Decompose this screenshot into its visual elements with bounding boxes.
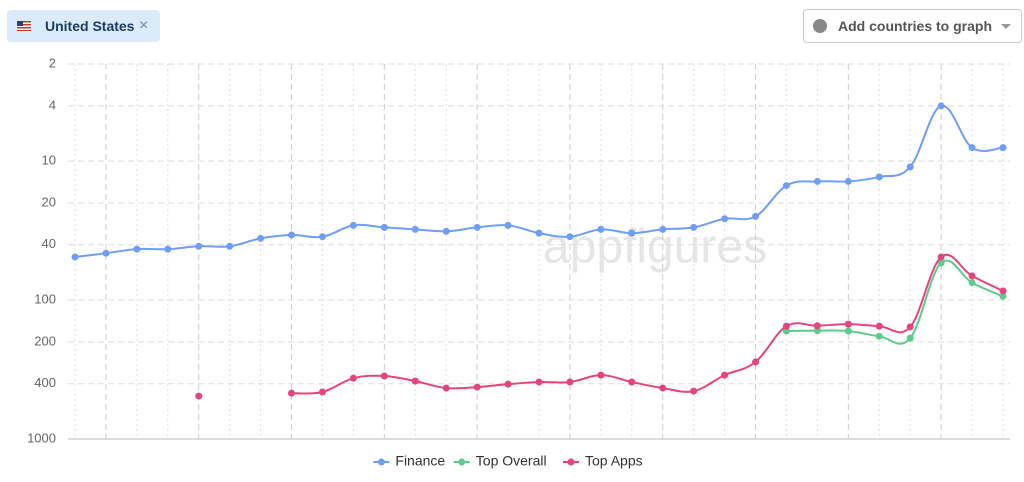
y-tick-label: 20 bbox=[42, 194, 56, 209]
data-point bbox=[102, 249, 110, 257]
data-point bbox=[844, 327, 852, 335]
legend-item[interactable]: Top Overall bbox=[453, 453, 547, 469]
data-point bbox=[999, 144, 1007, 152]
legend-item[interactable]: Top Apps bbox=[563, 453, 643, 469]
data-point bbox=[504, 221, 512, 229]
data-point bbox=[628, 378, 636, 386]
data-point bbox=[906, 323, 914, 331]
data-point bbox=[195, 242, 203, 250]
data-point bbox=[504, 380, 512, 388]
legend-label: Top Apps bbox=[585, 453, 643, 469]
data-point bbox=[133, 245, 141, 253]
data-point bbox=[875, 332, 883, 340]
globe-icon bbox=[813, 19, 827, 33]
data-point bbox=[442, 384, 450, 392]
data-point bbox=[442, 227, 450, 235]
y-tick-label: 1000 bbox=[27, 430, 56, 445]
data-point bbox=[318, 388, 326, 396]
y-tick-label: 4 bbox=[49, 97, 56, 112]
data-point bbox=[597, 371, 605, 379]
dropdown-caret bbox=[1001, 24, 1011, 34]
legend-marker bbox=[567, 458, 575, 466]
data-point bbox=[380, 372, 388, 380]
data-point bbox=[721, 371, 729, 379]
y-tick-label: 40 bbox=[42, 236, 56, 251]
data-point bbox=[813, 322, 821, 330]
data-point bbox=[752, 212, 760, 220]
data-point bbox=[782, 182, 790, 190]
data-point bbox=[288, 231, 296, 239]
flag-icon bbox=[17, 21, 31, 31]
data-point bbox=[411, 225, 419, 233]
data-point bbox=[937, 259, 945, 267]
data-point bbox=[690, 223, 698, 231]
legend-label: Finance bbox=[395, 453, 445, 469]
y-tick-label: 2 bbox=[49, 55, 56, 70]
data-point bbox=[349, 374, 357, 382]
data-point bbox=[226, 242, 234, 250]
data-point bbox=[380, 223, 388, 231]
data-point bbox=[690, 387, 698, 395]
data-point bbox=[597, 225, 605, 233]
data-point bbox=[844, 177, 852, 185]
data-point bbox=[968, 272, 976, 280]
data-point bbox=[875, 322, 883, 330]
data-point bbox=[968, 144, 976, 152]
data-point bbox=[813, 177, 821, 185]
add-countries-label: Add countries to graph bbox=[838, 18, 992, 34]
data-point bbox=[71, 253, 79, 261]
series-line bbox=[291, 253, 1004, 395]
data-point bbox=[999, 292, 1007, 300]
data-point bbox=[937, 253, 945, 261]
data-point bbox=[906, 334, 914, 342]
data-point bbox=[473, 223, 481, 231]
data-point bbox=[721, 215, 729, 223]
legend-label: Top Overall bbox=[476, 453, 547, 469]
data-point bbox=[318, 233, 326, 241]
data-point bbox=[752, 358, 760, 366]
y-tick-label: 400 bbox=[34, 375, 56, 390]
data-point bbox=[968, 279, 976, 287]
data-point bbox=[906, 163, 914, 171]
country-label: United States bbox=[45, 18, 135, 34]
data-point bbox=[659, 384, 667, 392]
data-point bbox=[257, 234, 265, 242]
data-point bbox=[566, 378, 574, 386]
remove-button[interactable]: × bbox=[139, 17, 149, 34]
data-point bbox=[411, 377, 419, 385]
data-point bbox=[659, 225, 667, 233]
y-tick-label: 100 bbox=[34, 291, 56, 306]
data-point bbox=[473, 383, 481, 391]
data-point bbox=[164, 245, 172, 253]
data-point bbox=[628, 229, 636, 237]
data-point bbox=[844, 320, 852, 328]
y-tick-label: 200 bbox=[34, 333, 56, 348]
legend-marker bbox=[458, 458, 466, 466]
watermark: appfigures bbox=[543, 221, 767, 274]
data-point bbox=[875, 173, 883, 181]
data-point bbox=[566, 233, 574, 241]
add-countries-button[interactable]: Add countries to graph bbox=[803, 9, 1022, 43]
data-point bbox=[349, 221, 357, 229]
data-point bbox=[782, 322, 790, 330]
data-point bbox=[999, 287, 1007, 295]
y-tick-label: 10 bbox=[42, 153, 56, 168]
legend-marker bbox=[377, 458, 385, 466]
data-point bbox=[813, 327, 821, 335]
data-point bbox=[195, 392, 203, 400]
legend-item[interactable]: Finance bbox=[373, 453, 445, 469]
data-point bbox=[535, 378, 543, 386]
series-line bbox=[786, 259, 1004, 345]
country-chip[interactable]: United States × bbox=[7, 10, 160, 42]
data-point bbox=[535, 229, 543, 237]
data-point bbox=[782, 327, 790, 335]
data-point bbox=[937, 102, 945, 110]
data-point bbox=[288, 389, 296, 397]
